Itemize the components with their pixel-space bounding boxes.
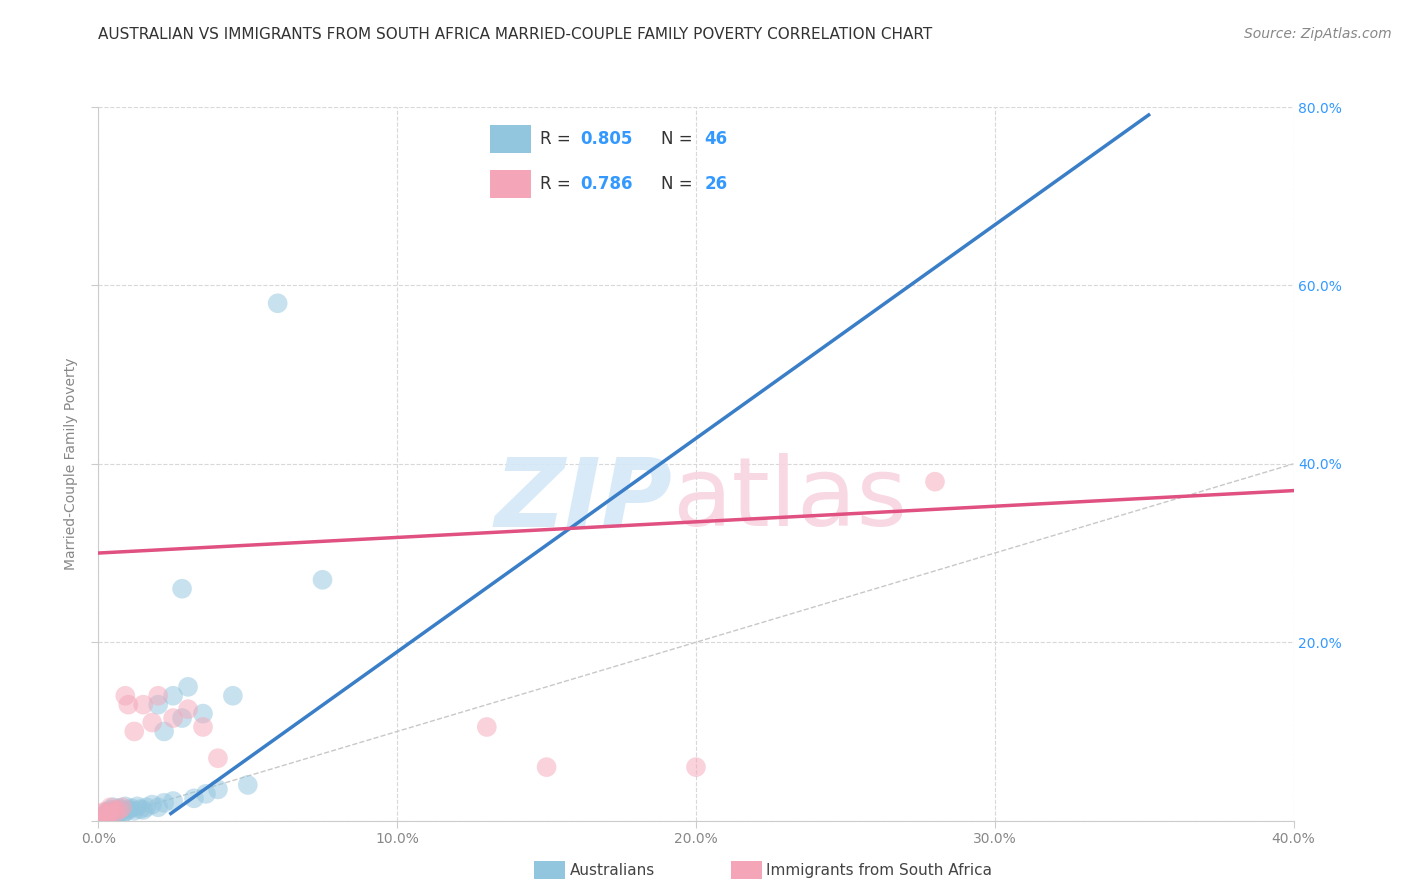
Point (117, 803, 139, 817)
Point (111, 803, 134, 817)
Point (153, 796, 176, 810)
Point (96, 807, 118, 822)
Point (172, 711, 194, 725)
Point (96, 811, 118, 825)
Point (90, 813, 112, 827)
Point (103, 800, 125, 814)
Point (90, 806, 112, 821)
Point (114, 689, 136, 703)
Point (177, 702, 200, 716)
Point (132, 698, 155, 712)
Point (108, 801, 131, 815)
Point (117, 698, 139, 712)
Point (100, 806, 122, 821)
Text: atlas: atlas (672, 453, 907, 546)
Point (100, 800, 122, 814)
Point (100, 809, 122, 823)
Point (105, 805, 128, 819)
Text: ZIP: ZIP (494, 453, 672, 546)
Point (148, 698, 170, 712)
Text: AUSTRALIAN VS IMMIGRANTS FROM SOUTH AFRICA MARRIED-COUPLE FAMILY POVERTY CORRELA: AUSTRALIAN VS IMMIGRANTS FROM SOUTH AFRI… (98, 27, 932, 42)
Point (311, 573, 333, 587)
Point (135, 800, 157, 814)
Point (103, 810, 125, 824)
Point (103, 803, 125, 817)
Point (207, 782, 229, 797)
Point (108, 803, 131, 817)
Point (103, 805, 125, 820)
Point (105, 805, 128, 819)
Point (148, 800, 170, 814)
Point (111, 807, 134, 822)
Point (100, 805, 122, 820)
Point (124, 804, 146, 818)
Point (172, 582, 194, 596)
Point (120, 801, 142, 815)
Point (105, 808, 128, 822)
Point (100, 803, 122, 817)
Point (108, 806, 131, 821)
Point (129, 802, 152, 816)
Point (924, 475, 946, 489)
Text: Australians: Australians (569, 863, 655, 878)
Point (183, 791, 205, 805)
Point (475, 720, 498, 734)
Point (177, 680, 200, 694)
Point (236, 778, 259, 792)
Point (124, 724, 146, 739)
Point (114, 805, 136, 819)
Point (111, 800, 134, 814)
Point (148, 689, 170, 703)
Point (153, 724, 176, 739)
Point (90, 813, 112, 827)
Point (195, 787, 218, 801)
Point (191, 706, 214, 721)
Point (162, 711, 184, 725)
Point (267, 296, 290, 310)
Point (96, 811, 118, 825)
Point (207, 751, 229, 765)
Point (96, 805, 118, 819)
Point (114, 799, 136, 814)
Point (536, 760, 558, 774)
Point (93, 805, 115, 819)
Point (93, 808, 115, 822)
Text: Immigrants from South Africa: Immigrants from South Africa (766, 863, 993, 878)
Point (93, 809, 115, 823)
Point (90, 810, 112, 824)
Point (162, 794, 184, 808)
Point (127, 799, 149, 814)
Point (685, 760, 707, 774)
Point (141, 797, 163, 812)
Point (141, 715, 163, 730)
Point (132, 803, 155, 817)
Text: Source: ZipAtlas.com: Source: ZipAtlas.com (1244, 27, 1392, 41)
Point (222, 689, 245, 703)
Point (93, 812, 115, 826)
Point (162, 689, 184, 703)
Point (96, 807, 118, 822)
Point (191, 720, 214, 734)
Y-axis label: Married-Couple Family Poverty: Married-Couple Family Poverty (65, 358, 79, 570)
